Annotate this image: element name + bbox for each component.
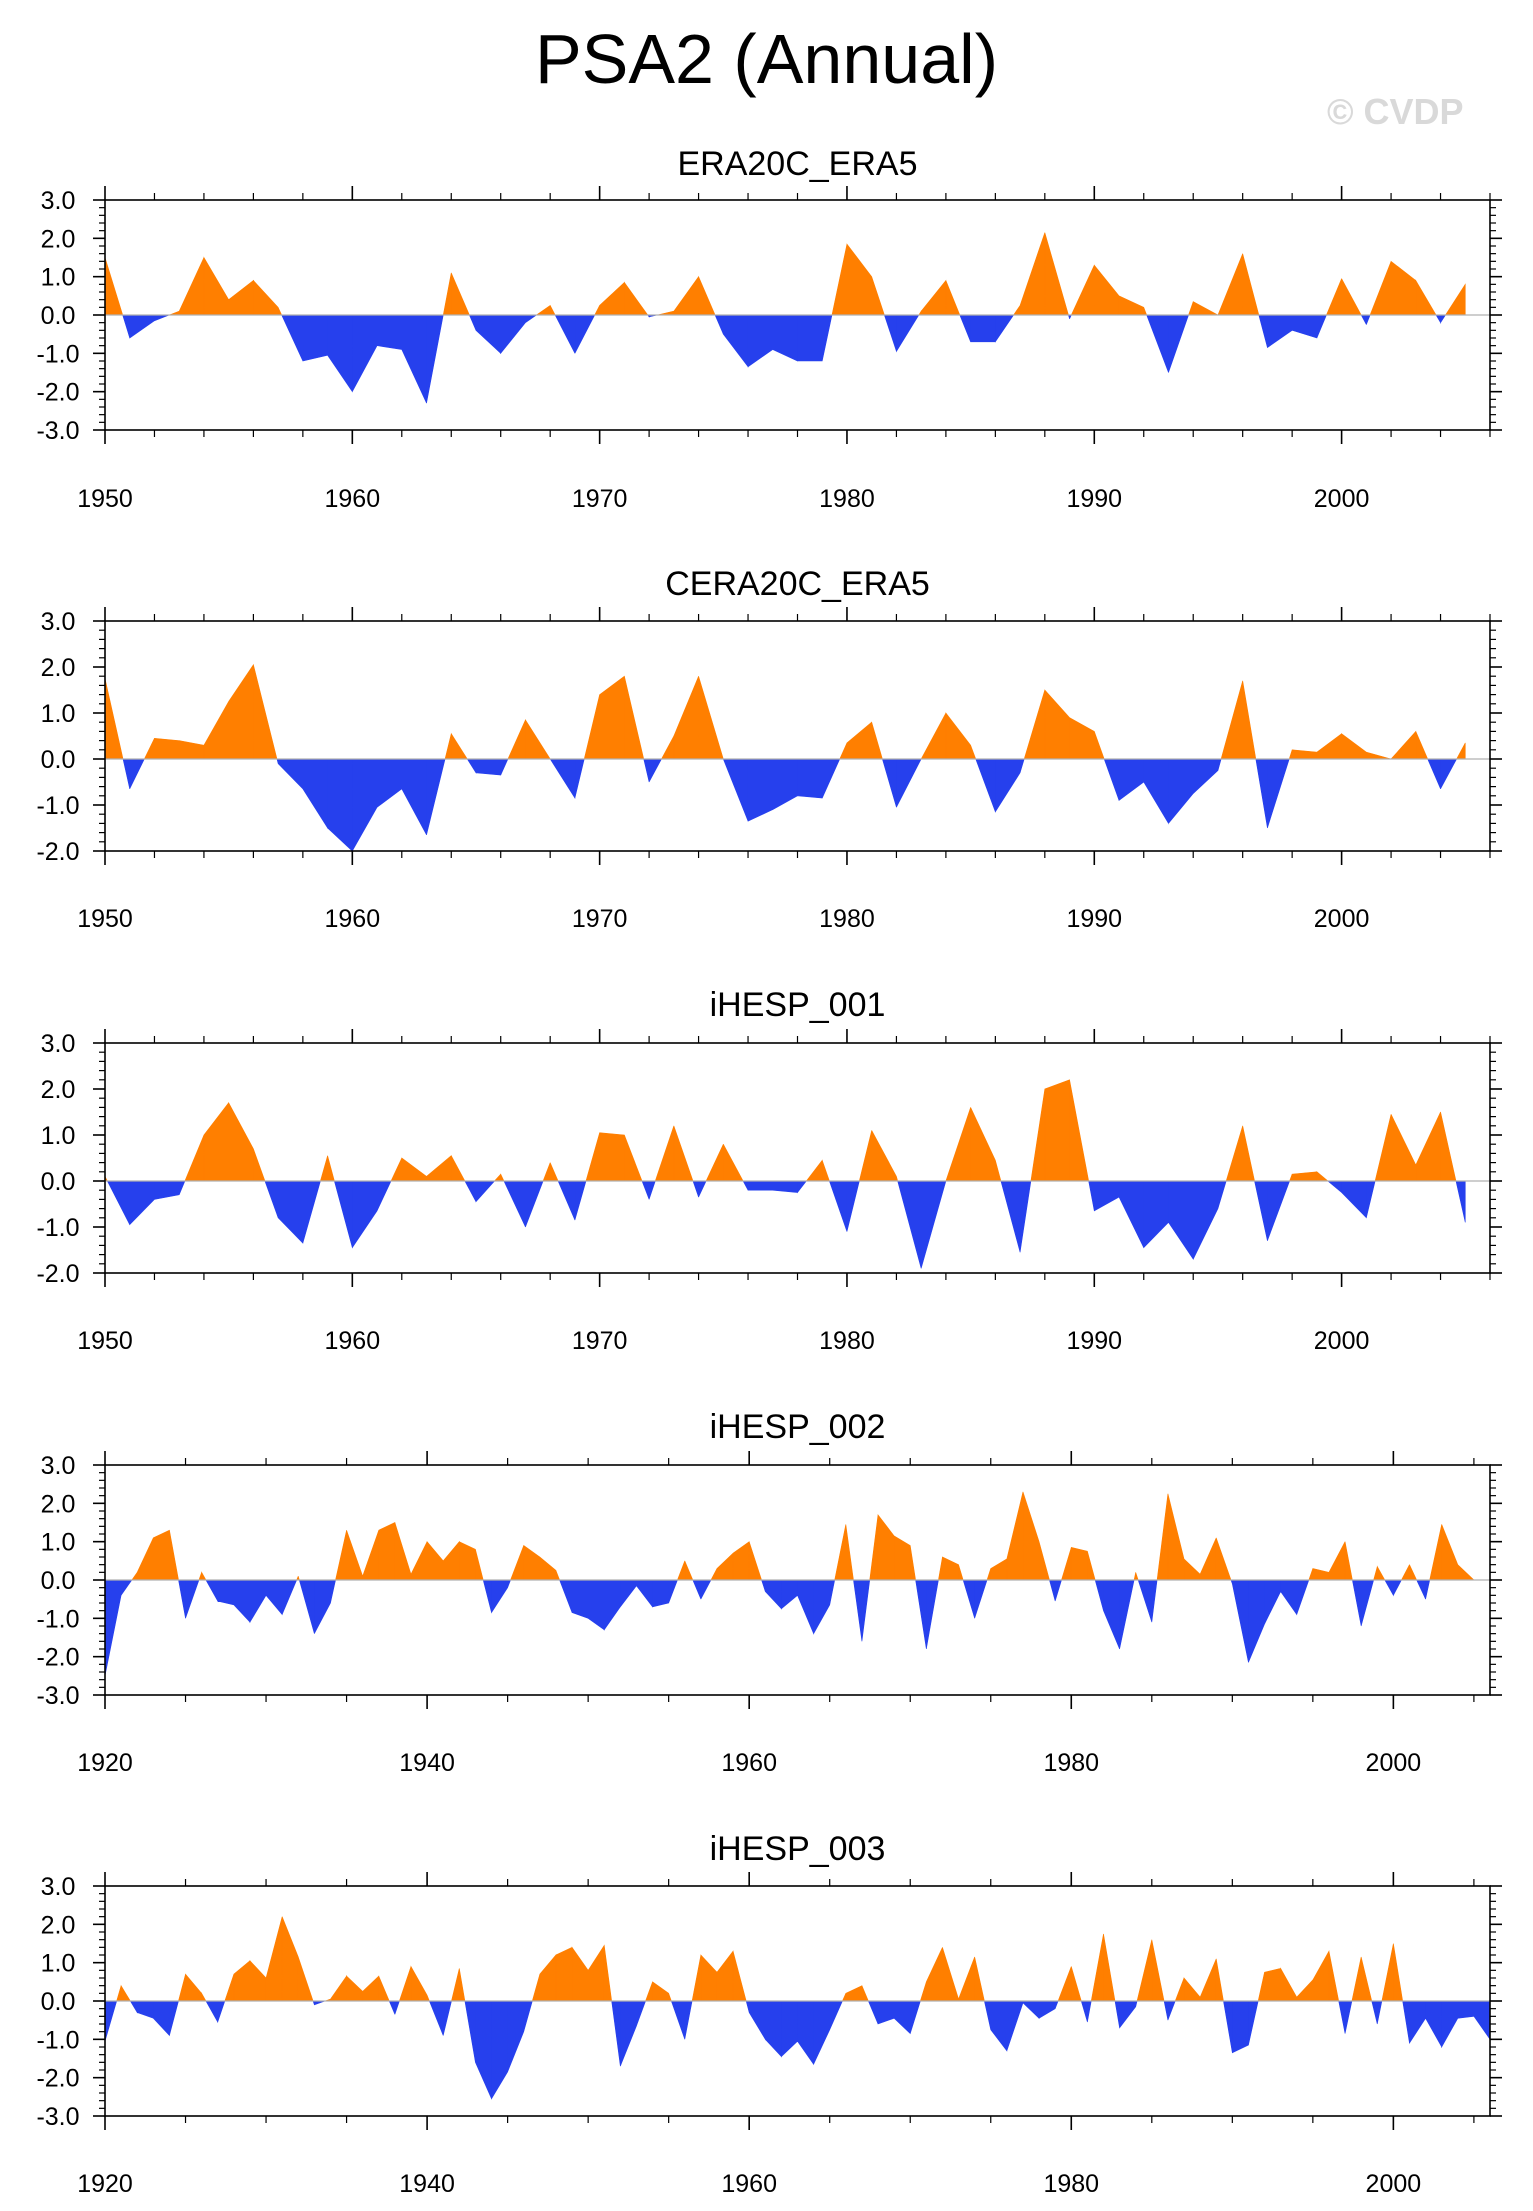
plot-frame xyxy=(104,620,1491,852)
y-tick-label: -3.0 xyxy=(36,417,79,445)
x-tick-label: 1950 xyxy=(77,905,133,933)
y-tick-label: 3.0 xyxy=(41,1030,76,1058)
x-tick-label: 2000 xyxy=(1366,1749,1422,1777)
panel-3: iHESP_002 -3.0 -2.0 -1.0 0.0 1.0 2.0 3.0 1920 194… xyxy=(36,1408,1502,1777)
x-tick-label: 1960 xyxy=(325,485,381,513)
panel-title: iHESP_003 xyxy=(710,1830,886,1868)
y-tick-label: 2.0 xyxy=(41,1490,76,1518)
x-tick-label: 2000 xyxy=(1314,905,1370,933)
y-tick-label: 1.0 xyxy=(41,1950,76,1978)
negative-area xyxy=(122,314,1447,404)
y-tick-label: -2.0 xyxy=(36,2065,79,2093)
y-tick-label: 3.0 xyxy=(41,187,76,215)
y-tick-label: 3.0 xyxy=(41,608,76,636)
y-tick-label: -3.0 xyxy=(36,1682,79,1710)
y-tick-label: -1.0 xyxy=(36,792,79,820)
y-tick-label: -2.0 xyxy=(36,838,79,866)
negative-area xyxy=(106,1180,1466,1269)
y-tick-label: -2.0 xyxy=(36,1644,79,1672)
x-tick-label: 1940 xyxy=(399,1749,455,1777)
panel-4: iHESP_003 -3.0 -2.0 -1.0 0.0 1.0 2.0 3.0 1920 194… xyxy=(36,1830,1502,2198)
x-tick-label: 1980 xyxy=(1043,1749,1099,1777)
x-tick-label: 2000 xyxy=(1314,1327,1370,1355)
negative-area xyxy=(104,2000,1491,2100)
y-tick-label: 2.0 xyxy=(41,654,76,682)
y-tick-label: -3.0 xyxy=(36,2103,79,2131)
x-tick-label: 2000 xyxy=(1366,2170,1422,2198)
panel-2: iHESP_001 -2.0 -1.0 0.0 1.0 2.0 3.0 1950 1960 197… xyxy=(36,986,1502,1355)
negative-area xyxy=(104,1579,1431,1676)
x-tick-label: 1920 xyxy=(77,1749,133,1777)
panel-0: ERA20C_ERA5 -3.0 -2.0 -1.0 0.0 1.0 2.0 3.0 1950 1… xyxy=(36,145,1502,513)
main-title: PSA2 (Annual) xyxy=(534,20,999,98)
y-tick-label: 1.0 xyxy=(41,264,76,292)
x-tick-label: 1960 xyxy=(325,905,381,933)
y-tick-label: -2.0 xyxy=(36,379,79,407)
y-tick-label: 0.0 xyxy=(41,746,76,774)
y-tick-label: 0.0 xyxy=(41,1567,76,1595)
y-tick-label: -1.0 xyxy=(36,340,79,368)
x-tick-label: 1980 xyxy=(819,905,875,933)
y-tick-label: -1.0 xyxy=(36,1605,79,1633)
x-tick-label: 1980 xyxy=(819,1327,875,1355)
x-tick-label: 1970 xyxy=(572,905,628,933)
positive-area xyxy=(131,1491,1475,1581)
y-tick-label: 1.0 xyxy=(41,700,76,728)
y-tick-label: 3.0 xyxy=(41,1452,76,1480)
y-tick-label: 2.0 xyxy=(41,225,76,253)
positive-area xyxy=(116,1916,1404,2002)
plot-frame xyxy=(104,1042,1491,1274)
y-tick-label: -1.0 xyxy=(36,1214,79,1242)
x-tick-label: 1960 xyxy=(721,2170,777,2198)
positive-area xyxy=(104,1079,1457,1182)
x-tick-label: 1970 xyxy=(572,485,628,513)
x-tick-label: 1950 xyxy=(77,485,133,513)
y-tick-label: 3.0 xyxy=(41,1873,76,1901)
y-tick-label: 1.0 xyxy=(41,1122,76,1150)
y-tick-label: 1.0 xyxy=(41,1529,76,1557)
panel-title: CERA20C_ERA5 xyxy=(665,565,930,603)
x-tick-label: 1920 xyxy=(77,2170,133,2198)
x-tick-label: 1970 xyxy=(572,1327,628,1355)
panel-title: ERA20C_ERA5 xyxy=(677,145,917,183)
y-tick-label: -1.0 xyxy=(36,2026,79,2054)
negative-area xyxy=(122,758,1458,853)
x-tick-label: 1950 xyxy=(77,1327,133,1355)
panel-1: CERA20C_ERA5 -2.0 -1.0 0.0 1.0 2.0 3.0 1950 1960… xyxy=(36,565,1502,933)
positive-area xyxy=(104,663,1466,760)
panel-title: iHESP_002 xyxy=(710,1408,886,1446)
panel-title: iHESP_001 xyxy=(710,986,886,1024)
x-tick-label: 1990 xyxy=(1066,905,1122,933)
positive-area xyxy=(104,232,1466,316)
x-tick-label: 1980 xyxy=(819,485,875,513)
y-tick-label: 0.0 xyxy=(41,1988,76,2016)
y-tick-label: 0.0 xyxy=(41,1168,76,1196)
watermark: © CVDP xyxy=(1327,91,1464,132)
x-tick-label: 1990 xyxy=(1066,485,1122,513)
x-tick-label: 1990 xyxy=(1066,1327,1122,1355)
x-tick-label: 1960 xyxy=(721,1749,777,1777)
x-tick-label: 1980 xyxy=(1043,2170,1099,2198)
x-tick-label: 1960 xyxy=(325,1327,381,1355)
y-tick-label: -2.0 xyxy=(36,1260,79,1288)
y-tick-label: 2.0 xyxy=(41,1911,76,1939)
y-tick-label: 0.0 xyxy=(41,302,76,330)
y-tick-label: 2.0 xyxy=(41,1076,76,1104)
x-tick-label: 2000 xyxy=(1314,485,1370,513)
x-tick-label: 1940 xyxy=(399,2170,455,2198)
